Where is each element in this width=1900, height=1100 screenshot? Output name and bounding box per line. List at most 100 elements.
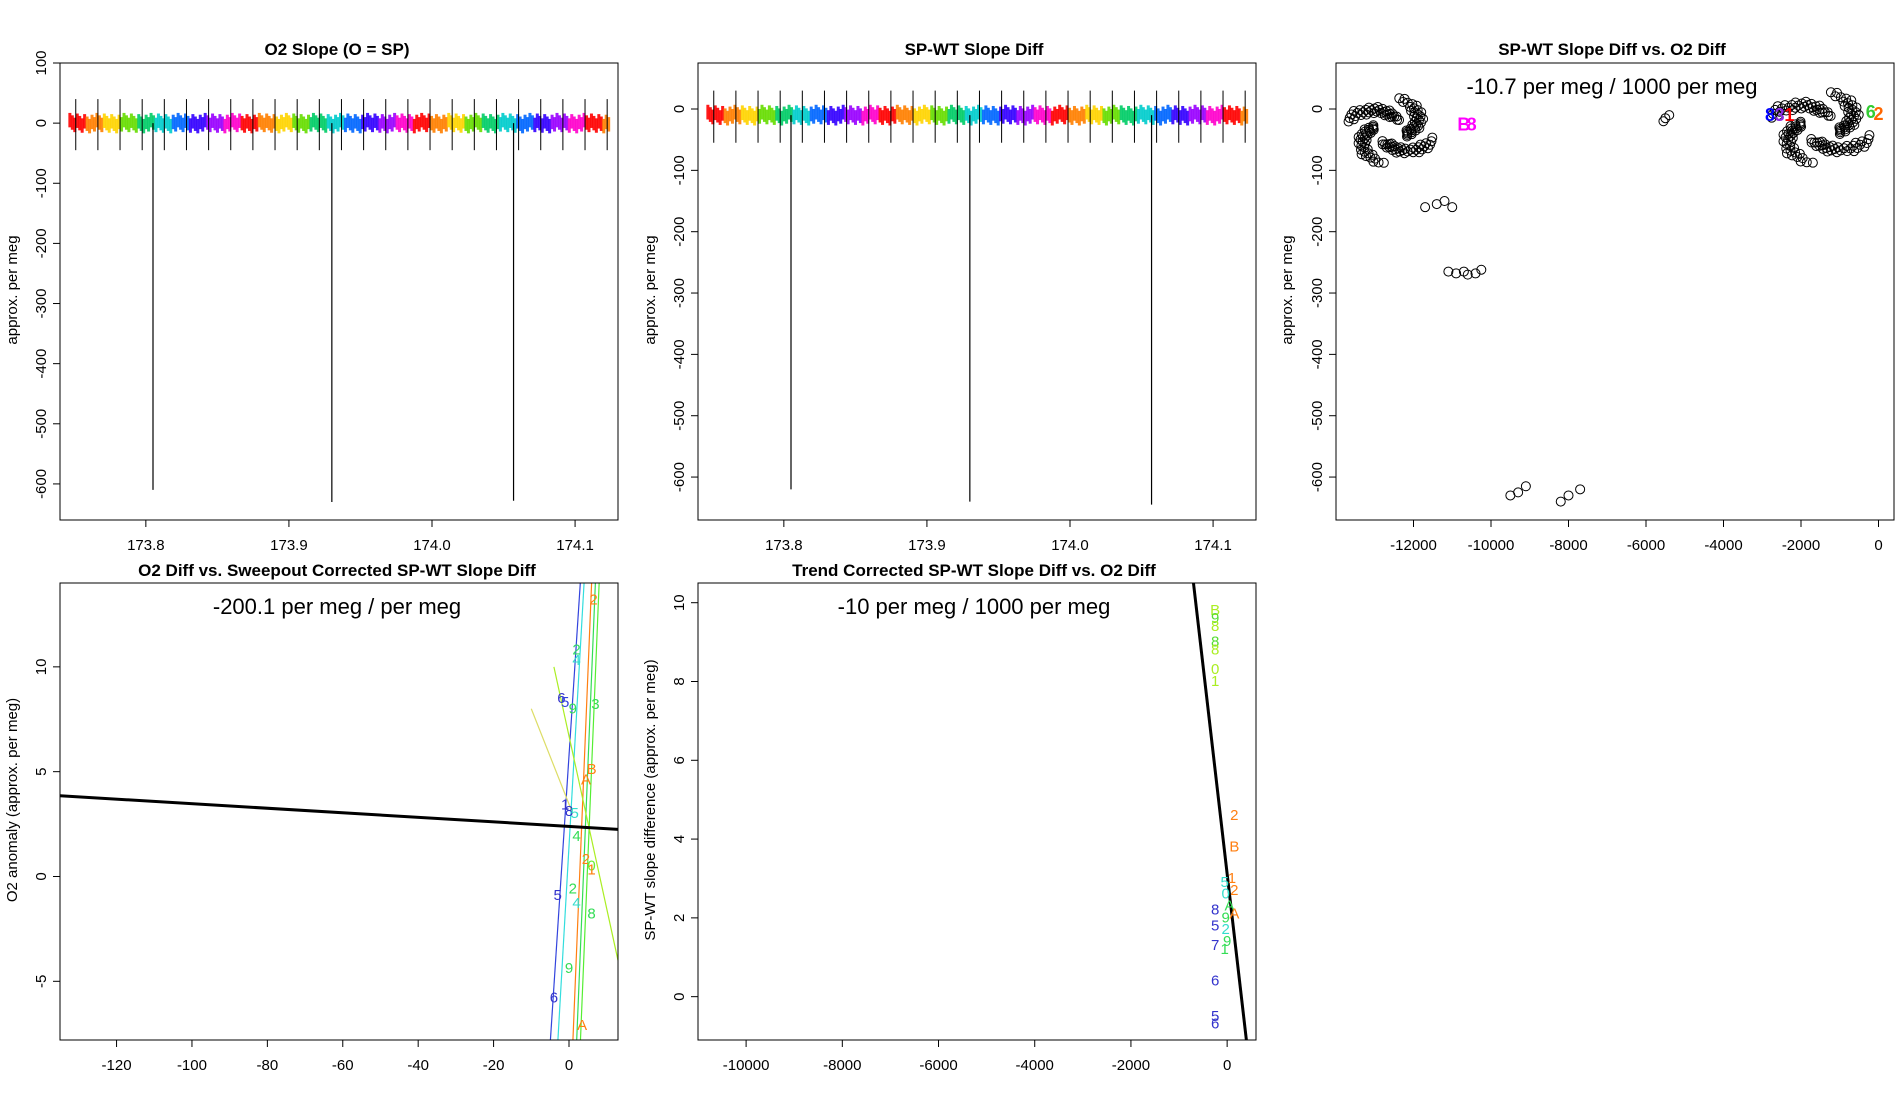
band-segment bbox=[149, 112, 153, 128]
band-segment bbox=[434, 114, 438, 129]
band-segment bbox=[799, 110, 803, 125]
band-segment bbox=[378, 118, 382, 133]
band-segment bbox=[999, 106, 1003, 122]
band-segment bbox=[329, 116, 333, 131]
band-segment bbox=[1124, 110, 1128, 125]
band-segment bbox=[292, 113, 296, 128]
band-segment bbox=[994, 108, 998, 124]
band-segment bbox=[1004, 104, 1008, 120]
band-segment bbox=[142, 118, 146, 134]
scatter-point bbox=[1857, 136, 1868, 147]
scatter-point bbox=[1358, 131, 1369, 142]
band-segment bbox=[1100, 105, 1104, 121]
data-label: 8 bbox=[565, 803, 573, 820]
band-segment bbox=[1065, 105, 1069, 121]
band-segment bbox=[144, 114, 148, 130]
band-segment bbox=[849, 105, 853, 121]
band-segment bbox=[1112, 104, 1116, 120]
panel-title: SP-WT Slope Diff vs. O2 Diff bbox=[1498, 40, 1726, 59]
band-segment bbox=[410, 116, 414, 131]
plot-frame bbox=[59, 62, 619, 521]
band-segment bbox=[228, 117, 232, 132]
band-segment bbox=[1021, 108, 1025, 124]
scatter-point bbox=[1418, 113, 1429, 124]
y-tick-label: 0 bbox=[33, 119, 50, 127]
band-segment bbox=[1183, 108, 1187, 124]
scatter-point bbox=[1394, 115, 1405, 126]
band-segment bbox=[198, 114, 202, 130]
band-segment bbox=[1141, 107, 1145, 122]
band-segment bbox=[115, 118, 119, 134]
panel-trend-corrected: Trend Corrected SP-WT Slope Diff vs. O2 … bbox=[642, 561, 1257, 1074]
band-segment bbox=[120, 117, 124, 132]
band-segment bbox=[1082, 108, 1086, 124]
y-tick-label: -5 bbox=[33, 975, 50, 988]
band-segment bbox=[1072, 105, 1076, 121]
band-segment bbox=[425, 117, 429, 133]
band-segment bbox=[1242, 106, 1246, 122]
band-segment bbox=[607, 117, 611, 132]
band-segment bbox=[787, 104, 791, 120]
y-tick-label: -300 bbox=[671, 278, 688, 308]
band-segment bbox=[176, 112, 180, 128]
band-segment bbox=[73, 117, 77, 133]
scatter-point bbox=[1841, 93, 1852, 104]
band-segment bbox=[770, 107, 774, 123]
band-segment bbox=[1102, 108, 1106, 124]
y-tick-label: -100 bbox=[1309, 155, 1326, 185]
data-label: 9 bbox=[569, 700, 577, 717]
x-tick-label: 174.1 bbox=[1194, 537, 1232, 554]
x-tick-label: -8000 bbox=[1549, 537, 1587, 554]
band-segment bbox=[407, 114, 411, 129]
data-label: 3 bbox=[1775, 105, 1785, 125]
band-segment bbox=[817, 107, 821, 122]
band-segment bbox=[881, 110, 885, 125]
band-segment bbox=[513, 118, 517, 133]
band-segment bbox=[1127, 105, 1131, 121]
band-segment bbox=[422, 115, 426, 130]
band-segment bbox=[225, 114, 229, 130]
band-segment bbox=[442, 114, 446, 130]
data-label: 2 bbox=[582, 851, 590, 868]
scatter-point bbox=[1414, 147, 1425, 158]
band-segment bbox=[861, 110, 865, 126]
band-segment bbox=[577, 114, 581, 130]
band-segment bbox=[521, 118, 525, 134]
band-segment bbox=[839, 108, 843, 124]
band-segment bbox=[730, 108, 734, 124]
band-segment bbox=[1095, 107, 1099, 123]
band-segment bbox=[110, 114, 114, 129]
band-segment bbox=[309, 117, 313, 132]
band-segment bbox=[486, 118, 490, 133]
band-segment bbox=[1195, 107, 1199, 122]
band-segment bbox=[85, 116, 89, 131]
band-segment bbox=[1225, 109, 1229, 125]
band-segment bbox=[570, 114, 574, 129]
band-segment bbox=[947, 108, 951, 124]
band-segment bbox=[102, 113, 106, 128]
scatter-point bbox=[1800, 96, 1811, 107]
scatter-point bbox=[1825, 111, 1836, 122]
y-tick-label: -200 bbox=[1309, 217, 1326, 247]
scatter-point bbox=[1394, 93, 1405, 104]
band-segment bbox=[553, 117, 557, 132]
band-segment bbox=[184, 113, 188, 128]
band-segment bbox=[186, 115, 190, 131]
y-tick-label: -400 bbox=[671, 339, 688, 369]
band-segment bbox=[201, 117, 205, 132]
band-segment bbox=[900, 109, 904, 125]
data-label: B bbox=[1210, 602, 1220, 619]
band-segment bbox=[1080, 106, 1084, 122]
scatter-point bbox=[1354, 105, 1365, 116]
band-segment bbox=[1149, 107, 1153, 123]
band-segment bbox=[348, 115, 352, 131]
band-segment bbox=[223, 118, 227, 134]
scatter-point bbox=[1416, 144, 1427, 155]
y-tick-label: 0 bbox=[671, 992, 688, 1000]
band-segment bbox=[748, 105, 752, 121]
band-segment bbox=[156, 113, 160, 128]
band-segment bbox=[706, 104, 710, 120]
data-label: A bbox=[581, 772, 591, 789]
scatter-point bbox=[1353, 132, 1364, 143]
band-segment bbox=[804, 108, 808, 124]
